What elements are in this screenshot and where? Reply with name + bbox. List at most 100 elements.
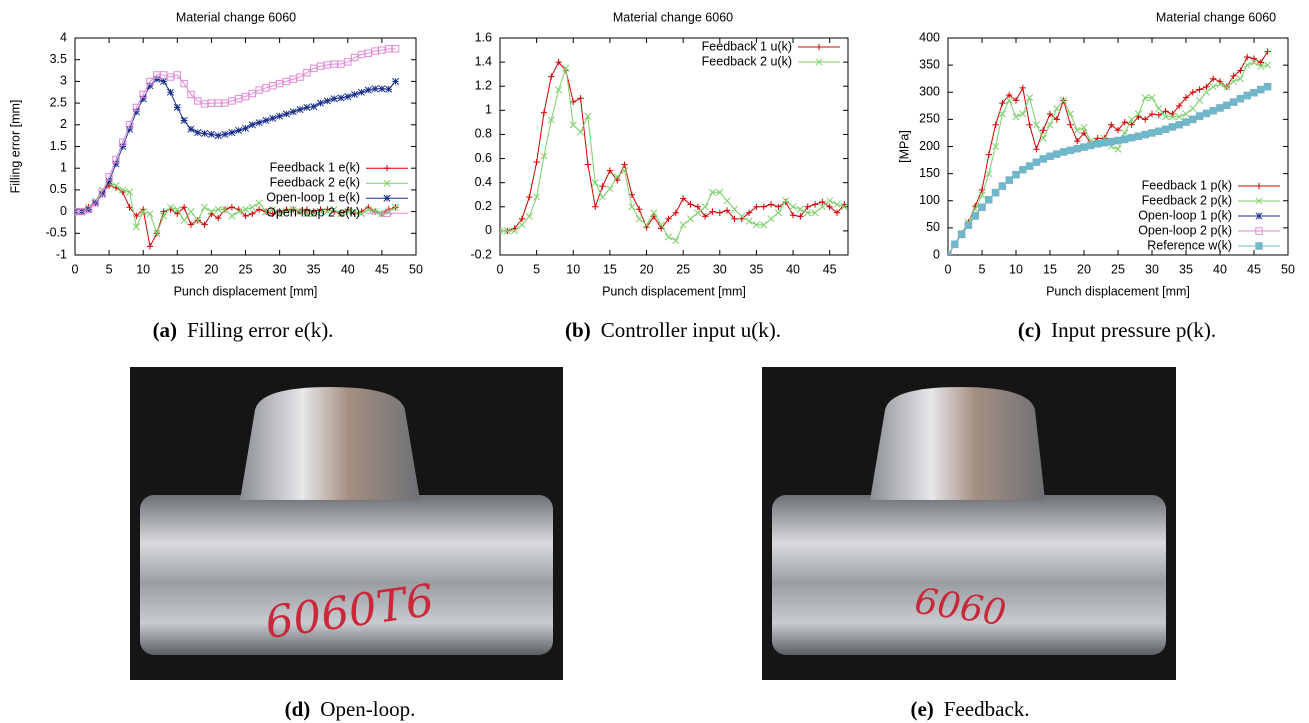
marker: [364, 49, 372, 57]
marker: [503, 227, 511, 235]
plot-area: [948, 48, 1272, 255]
marker: [166, 203, 175, 211]
marker: [723, 197, 731, 205]
marker: [364, 86, 372, 94]
y-tick-label: 0.2: [475, 199, 492, 213]
marker: [119, 142, 127, 151]
marker: [241, 205, 250, 213]
marker: [540, 152, 548, 160]
x-tick-label: 0: [72, 262, 79, 276]
marker: [371, 47, 379, 55]
marker: [1073, 126, 1081, 134]
marker: [330, 95, 338, 103]
marker: [745, 217, 753, 225]
marker: [357, 50, 366, 59]
marker: [985, 151, 992, 158]
legend-label: Open-loop 2 e(k): [266, 205, 360, 219]
marker: [570, 98, 577, 106]
marker: [826, 203, 833, 210]
marker: [187, 125, 195, 133]
plot-frame: [74, 37, 417, 256]
x-tick-label: 35: [749, 262, 763, 276]
marker: [1230, 77, 1238, 85]
x-tick-label: 45: [823, 262, 837, 276]
marker: [584, 161, 592, 168]
marker: [112, 160, 120, 168]
marker: [364, 205, 372, 213]
marker: [1196, 86, 1203, 93]
x-tick-label: 50: [409, 262, 423, 276]
marker: [1114, 136, 1122, 145]
marker: [796, 205, 804, 213]
marker: [1012, 97, 1020, 104]
caption-text: Controller input u(k).: [600, 318, 781, 342]
legend-label: Feedback 2 u(k): [702, 54, 792, 68]
marker: [533, 158, 540, 166]
marker: [221, 99, 229, 107]
y-tick-label: 1: [485, 103, 492, 117]
marker: [701, 213, 709, 220]
marker: [1066, 146, 1075, 154]
marker: [971, 205, 979, 213]
marker: [234, 95, 243, 103]
plot-area: [500, 58, 848, 245]
marker: [991, 188, 1000, 197]
marker: [337, 60, 345, 68]
caption-text: Input pressure p(k).: [1051, 318, 1217, 342]
marker: [337, 210, 345, 218]
marker: [248, 89, 257, 98]
marker: [591, 179, 599, 187]
marker: [1264, 61, 1272, 69]
marker: [276, 210, 284, 218]
marker: [255, 119, 263, 127]
marker: [782, 197, 790, 205]
marker: [1141, 94, 1149, 102]
marker: [180, 204, 188, 211]
marker: [132, 103, 141, 112]
marker: [789, 212, 797, 219]
marker: [269, 114, 277, 122]
caption-text: Open-loop.: [320, 697, 416, 721]
y-tick-label: 0.8: [475, 127, 492, 141]
plot-frame: [947, 37, 1289, 256]
marker: [316, 99, 325, 107]
marker: [201, 203, 209, 211]
x-tick-label: 30: [273, 262, 287, 276]
marker: [767, 201, 775, 208]
marker: [275, 79, 284, 88]
y-tick-label: 50: [926, 220, 940, 234]
marker: [215, 214, 222, 222]
marker: [1203, 83, 1210, 91]
marker: [1176, 102, 1183, 110]
marker: [1128, 121, 1135, 128]
marker: [1155, 104, 1163, 113]
marker: [241, 124, 250, 132]
x-tick-label: 5: [533, 262, 540, 276]
marker: [1134, 110, 1142, 118]
marker: [1216, 80, 1224, 88]
marker: [592, 203, 599, 210]
marker: [1236, 95, 1245, 103]
marker: [826, 197, 834, 205]
marker: [636, 205, 643, 213]
y-tick-label: 100: [919, 193, 940, 207]
marker: [146, 77, 154, 86]
y-tick-label: 1.2: [475, 79, 492, 93]
x-tick-label: 10: [1009, 262, 1023, 276]
marker: [1182, 118, 1190, 126]
x-tick-label: 20: [640, 262, 654, 276]
marker: [540, 109, 548, 116]
marker: [1168, 113, 1176, 121]
marker: [344, 93, 352, 101]
marker: [282, 208, 290, 216]
marker: [1121, 135, 1129, 144]
marker: [132, 108, 140, 116]
marker: [1074, 137, 1081, 145]
marker: [310, 103, 318, 111]
marker: [518, 215, 526, 223]
y-tick-label: 200: [919, 139, 940, 153]
y-tick-label: 4: [60, 30, 67, 44]
x-tick-label: 40: [786, 262, 800, 276]
marker: [391, 45, 400, 53]
marker: [1168, 123, 1177, 131]
